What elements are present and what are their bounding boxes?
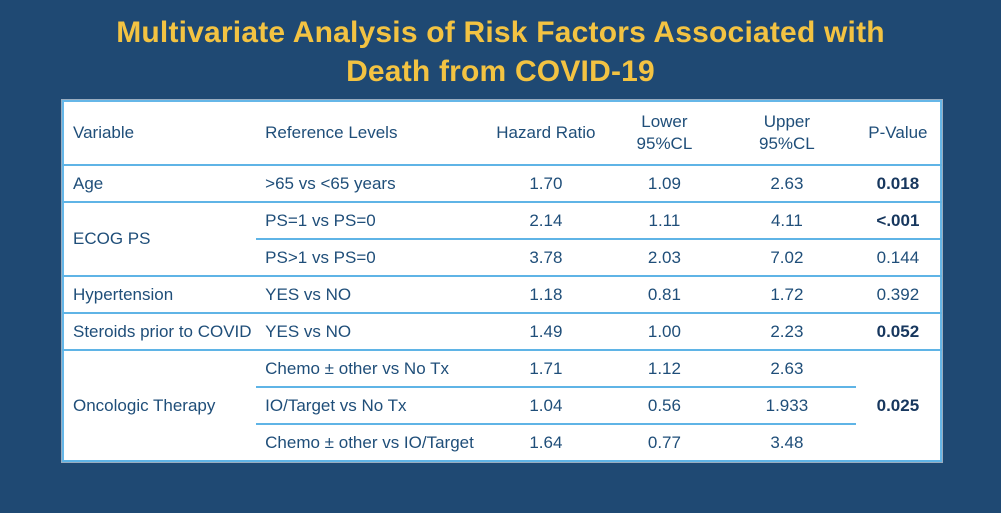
cell-p-value: 0.052 bbox=[855, 313, 941, 351]
cell-upper: 1.72 bbox=[717, 276, 856, 314]
col-header-variable: Variable bbox=[63, 101, 257, 166]
table-row-ecog-ps-2: PS>1 vs PS=0 3.78 2.03 7.02 0.144 bbox=[63, 239, 941, 277]
cell-reference: >65 vs <65 years bbox=[256, 165, 481, 203]
cell-upper: 1.933 bbox=[717, 387, 856, 425]
cell-hazard-ratio: 1.70 bbox=[480, 165, 611, 203]
cell-lower: 2.03 bbox=[610, 239, 718, 277]
table-row-age: Age >65 vs <65 years 1.70 1.09 2.63 0.01… bbox=[63, 165, 941, 203]
cell-variable: Hypertension bbox=[63, 276, 257, 314]
cell-variable: Age bbox=[63, 165, 257, 203]
cell-p-value: 0.025 bbox=[855, 350, 941, 462]
cell-variable: ECOG PS bbox=[63, 202, 257, 277]
table-row-ecog-ps-1: ECOG PS PS=1 vs PS=0 2.14 1.11 4.11 <.00… bbox=[63, 202, 941, 277]
cell-p-value: 0.018 bbox=[855, 165, 941, 203]
cell-p-value: 0.144 bbox=[855, 239, 941, 277]
cell-reference: IO/Target vs No Tx bbox=[256, 387, 481, 425]
cell-lower: 0.77 bbox=[610, 424, 718, 462]
cell-hazard-ratio: 1.18 bbox=[480, 276, 611, 314]
cell-hazard-ratio: 2.14 bbox=[480, 202, 611, 240]
cell-hazard-ratio: 1.49 bbox=[480, 313, 611, 351]
cell-hazard-ratio: 1.64 bbox=[480, 424, 611, 462]
cell-hazard-ratio: 1.71 bbox=[480, 350, 611, 388]
cell-reference: PS>1 vs PS=0 bbox=[256, 239, 481, 277]
cell-upper: 4.11 bbox=[717, 202, 856, 240]
cell-variable: Oncologic Therapy bbox=[63, 350, 257, 462]
cell-lower: 0.81 bbox=[610, 276, 718, 314]
cell-upper: 2.63 bbox=[717, 165, 856, 203]
cell-reference: PS=1 vs PS=0 bbox=[256, 202, 481, 240]
table-row-steroids: Steroids prior to COVID YES vs NO 1.49 1… bbox=[63, 313, 941, 351]
col-header-reference-levels: Reference Levels bbox=[256, 101, 481, 166]
col-header-hazard-ratio: Hazard Ratio bbox=[480, 101, 611, 166]
cell-lower: 0.56 bbox=[610, 387, 718, 425]
cell-hazard-ratio: 1.04 bbox=[480, 387, 611, 425]
col-header-upper-95cl: Upper 95%CL bbox=[717, 101, 856, 166]
cell-lower: 1.11 bbox=[610, 202, 718, 240]
cell-upper: 2.63 bbox=[717, 350, 856, 388]
cell-upper: 3.48 bbox=[717, 424, 856, 462]
table-row-oncologic-3: Chemo ± other vs IO/Target 1.64 0.77 3.4… bbox=[63, 424, 941, 462]
table-row-oncologic-2: IO/Target vs No Tx 1.04 0.56 1.933 bbox=[63, 387, 941, 425]
cell-reference: Chemo ± other vs IO/Target bbox=[256, 424, 481, 462]
col-header-p-value: P-Value bbox=[855, 101, 941, 166]
title-line-2: Death from COVID-19 bbox=[346, 55, 655, 88]
col-header-lower-95cl: Lower 95%CL bbox=[610, 101, 718, 166]
table-row-oncologic-1: Oncologic Therapy Chemo ± other vs No Tx… bbox=[63, 350, 941, 462]
risk-factors-table: Variable Reference Levels Hazard Ratio L… bbox=[62, 100, 942, 462]
cell-p-value: 0.392 bbox=[855, 276, 941, 314]
title-line-1: Multivariate Analysis of Risk Factors As… bbox=[116, 16, 885, 49]
header-row: Variable Reference Levels Hazard Ratio L… bbox=[63, 101, 941, 166]
cell-p-value: <.001 bbox=[855, 202, 941, 240]
cell-reference: YES vs NO bbox=[256, 276, 481, 314]
table-row-hypertension: Hypertension YES vs NO 1.18 0.81 1.72 0.… bbox=[63, 276, 941, 314]
cell-variable: Steroids prior to COVID bbox=[63, 313, 257, 351]
cell-reference: YES vs NO bbox=[256, 313, 481, 351]
cell-hazard-ratio: 3.78 bbox=[480, 239, 611, 277]
cell-upper: 7.02 bbox=[717, 239, 856, 277]
cell-lower: 1.09 bbox=[610, 165, 718, 203]
cell-lower: 1.00 bbox=[610, 313, 718, 351]
cell-lower: 1.12 bbox=[610, 350, 718, 388]
page-title: Multivariate Analysis of Risk Factors As… bbox=[0, 13, 1001, 91]
cell-reference: Chemo ± other vs No Tx bbox=[256, 350, 481, 388]
cell-upper: 2.23 bbox=[717, 313, 856, 351]
